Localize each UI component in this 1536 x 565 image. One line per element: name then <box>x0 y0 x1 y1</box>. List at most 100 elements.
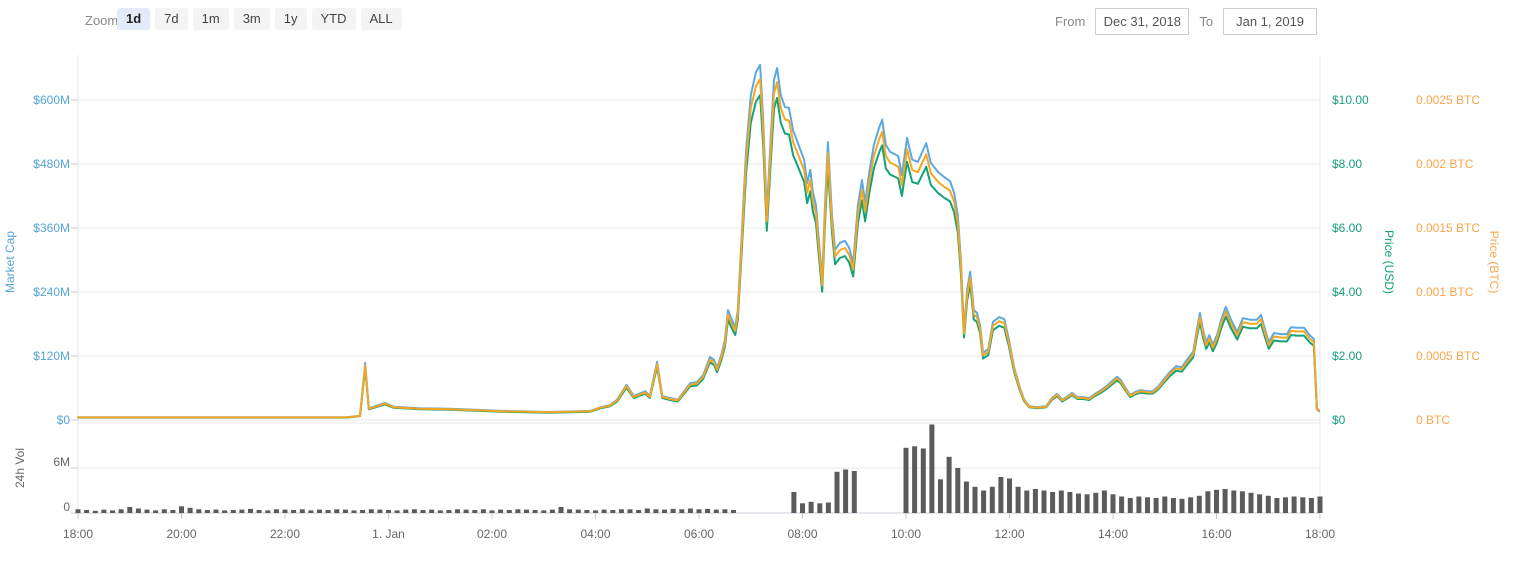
price-usd-tick-label: $4.00 <box>1332 285 1363 299</box>
volume-bar <box>1300 497 1306 514</box>
volume-bar <box>1153 498 1159 513</box>
time-tick-label: 20:00 <box>166 527 197 541</box>
zoom-buttons: 1d 7d 1m 3m 1y YTD ALL <box>117 8 402 30</box>
volume-bar <box>1101 490 1107 513</box>
zoom-button-3m[interactable]: 3m <box>233 8 270 30</box>
volume-bar <box>627 509 633 514</box>
volume-bar <box>1110 494 1116 514</box>
volume-bar <box>472 510 478 513</box>
volume-bar <box>196 509 202 514</box>
price-btc-tick-label: 0.002 BTC <box>1416 157 1474 171</box>
time-tick-label: 02:00 <box>476 527 508 541</box>
volume-bar <box>912 446 918 514</box>
to-date-input[interactable] <box>1223 8 1318 35</box>
volume-bar <box>480 509 486 514</box>
volume-bar <box>446 510 452 513</box>
volume-bar <box>299 509 305 514</box>
volume-bar <box>843 469 849 513</box>
volume-bar <box>1222 489 1228 513</box>
time-tick-label: 06:00 <box>683 527 715 541</box>
price-usd-tick-label: $2.00 <box>1332 349 1363 363</box>
volume-bar <box>377 509 383 513</box>
zoom-button-1m[interactable]: 1m <box>192 8 229 30</box>
zoom-button-7d[interactable]: 7d <box>155 8 188 30</box>
volume-bar <box>1007 478 1012 513</box>
volume-bar <box>75 509 81 514</box>
volume-bar <box>420 510 426 513</box>
volume-bar <box>110 510 115 513</box>
volume-bar <box>101 509 107 513</box>
zoom-button-ytd[interactable]: YTD <box>311 8 356 30</box>
volume-bar <box>153 510 159 513</box>
market-cap-tick-label: $240M <box>33 285 70 299</box>
volume-bar <box>325 510 331 513</box>
zoom-button-1d[interactable]: 1d <box>117 8 151 30</box>
time-tick-label: 18:00 <box>62 527 94 541</box>
volume-bar <box>282 509 288 513</box>
price-usd-tick-label: $10.00 <box>1332 93 1369 107</box>
volume-bar <box>679 509 685 514</box>
plot-area[interactable] <box>78 55 1320 513</box>
volume-bar <box>403 509 409 513</box>
volume-bar <box>222 510 228 513</box>
zoom-button-all[interactable]: ALL <box>360 8 402 30</box>
market-cap-tick-label: $0 <box>56 413 70 427</box>
volume-bar <box>1170 498 1176 513</box>
volume-bar <box>394 510 400 513</box>
volume-bar <box>1283 497 1288 514</box>
volume-bar <box>825 502 831 513</box>
volume-bar <box>541 510 547 513</box>
time-tick-label: 10:00 <box>890 527 922 541</box>
volume-bar <box>903 447 909 514</box>
price-btc-line <box>77 78 1320 419</box>
volume-bar <box>584 510 590 513</box>
volume-bar <box>161 509 167 514</box>
volume-bar <box>817 503 823 514</box>
from-date-input[interactable] <box>1095 8 1190 35</box>
volume-bar <box>851 471 857 513</box>
volume-bar <box>1032 489 1038 513</box>
volume-bar <box>946 456 952 514</box>
volume-bar <box>386 510 391 513</box>
volume-bar <box>575 509 581 513</box>
volume-bar <box>1041 490 1047 513</box>
volume-bar <box>498 509 504 513</box>
volume-bar <box>437 510 443 513</box>
volume-bar <box>731 510 736 513</box>
volume-bar <box>1093 492 1099 514</box>
volume-bar <box>593 510 598 513</box>
volume-bar <box>998 477 1004 513</box>
volume-bar <box>334 509 340 514</box>
volume-bar <box>239 509 245 513</box>
volume-bar <box>636 510 642 513</box>
volume-bar <box>705 508 711 513</box>
volume-bar <box>265 510 271 513</box>
market-cap-tick-label: $600M <box>33 93 70 107</box>
volume-bar <box>1248 492 1254 514</box>
volume-bar <box>308 510 314 513</box>
volume-bar <box>1179 498 1185 514</box>
volume-bar <box>1127 498 1133 513</box>
volume-bar <box>118 509 124 514</box>
volume-bar <box>687 508 693 513</box>
volume-bar <box>610 510 616 513</box>
volume-bar <box>187 507 193 514</box>
volume-bar <box>144 509 150 513</box>
market-cap-tick-label: $480M <box>33 157 70 171</box>
volume-bar <box>791 492 797 513</box>
volume-bar <box>1214 489 1219 514</box>
price-btc-tick-label: 0.0015 BTC <box>1416 221 1481 235</box>
volume-bar <box>1317 496 1323 513</box>
volume-bar <box>506 510 512 513</box>
time-tick-label: 14:00 <box>1097 527 1129 541</box>
volume-bar <box>963 481 969 513</box>
zoom-button-1y[interactable]: 1y <box>274 8 307 30</box>
volume-bar <box>662 509 667 513</box>
volume-bar <box>368 509 374 514</box>
price-usd-tick-label: $0 <box>1332 413 1346 427</box>
volume-bar <box>429 509 435 513</box>
volume-bar <box>1119 496 1125 513</box>
volume-bar <box>1308 498 1314 513</box>
volume-bar <box>834 471 840 514</box>
